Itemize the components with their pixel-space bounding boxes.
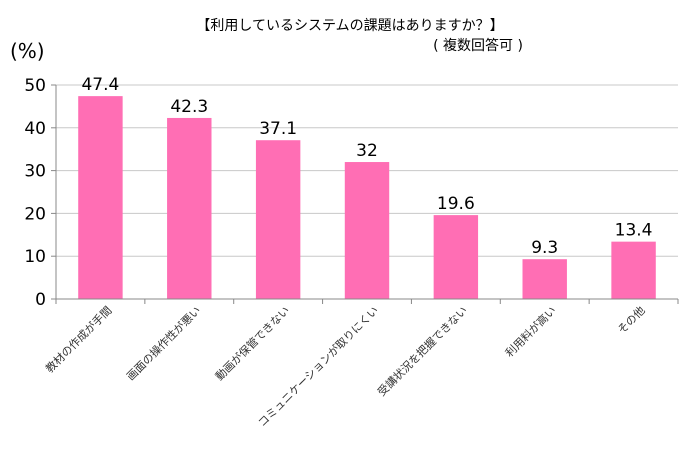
- bar-5: [522, 259, 567, 299]
- y-tick-label-1: 10: [24, 247, 46, 267]
- value-label-4: 19.6: [437, 194, 475, 214]
- chart-title: 【利用しているシステムの課題はありますか？】: [196, 18, 503, 34]
- value-label-0: 47.4: [81, 75, 119, 95]
- value-label-2: 37.1: [259, 119, 297, 139]
- bar-3: [344, 162, 390, 299]
- value-label-6: 13.4: [615, 221, 653, 241]
- y-tick-label-0: 0: [35, 290, 46, 310]
- value-labels: 47.4 42.3 37.1 32 19.6 9.3 13.4: [81, 75, 652, 258]
- bars: [78, 96, 656, 300]
- category-labels: 教材の作成が手間 画面の操作性が悪い 動画が保管できないコミュニケーションが取りにく…: [42, 303, 647, 429]
- y-tick-label-2: 20: [24, 204, 46, 224]
- category-label-5: 利用料が高い: [502, 303, 559, 360]
- y-tick-label-3: 30: [24, 162, 46, 182]
- value-label-3: 32: [356, 141, 378, 161]
- chart-subtitle: ( 複数回答可 ): [433, 37, 523, 54]
- bar-4: [433, 215, 479, 299]
- category-label-1: 画面の操作性が悪い: [124, 303, 204, 383]
- axes: [55, 85, 679, 304]
- y-tick-label-5: 50: [24, 76, 46, 96]
- y-axis-unit-label: (%): [10, 39, 45, 63]
- category-label-4: 受講状況を把握できない: [375, 303, 470, 398]
- value-label-5: 9.3: [531, 238, 558, 258]
- bar-1: [167, 117, 212, 300]
- bar-2: [255, 140, 301, 299]
- value-label-1: 42.3: [170, 97, 208, 117]
- bar-6: [611, 241, 656, 299]
- category-label-0: 教材の作成が手間: [42, 303, 114, 375]
- y-tick-label-4: 40: [24, 119, 46, 139]
- category-label-6: その他: [615, 304, 648, 337]
- category-label-2: 動画が保管できない: [212, 303, 292, 383]
- bar-0: [78, 96, 123, 300]
- y-axis-ticks: 0 10 20 30 40 50: [24, 76, 56, 310]
